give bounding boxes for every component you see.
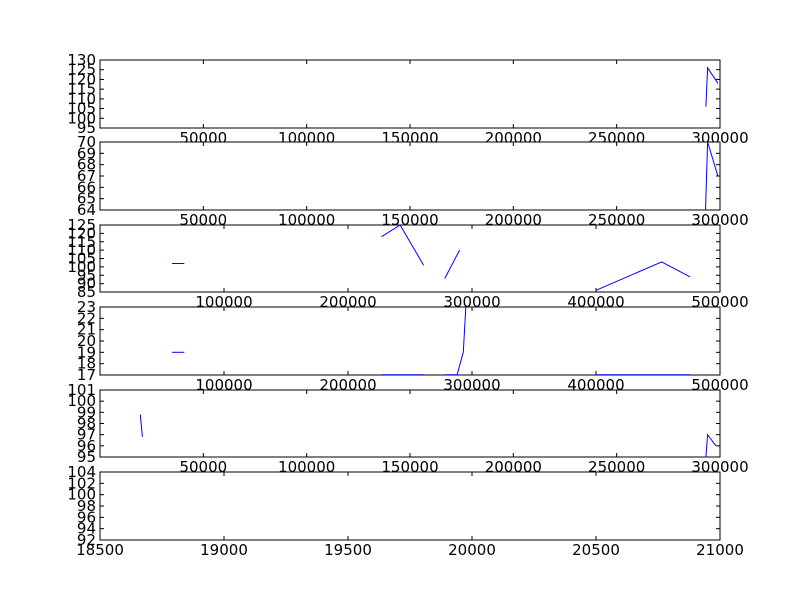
series-line <box>705 142 719 210</box>
y-tick-label: 100 <box>67 392 96 410</box>
x-tick-label: 20500 <box>572 541 620 559</box>
y-tick-label: 64 <box>77 201 96 219</box>
y-tick-label: 97 <box>77 426 96 444</box>
subplot-1: 50000 100000 150000 200000 250000 30000095100… <box>67 51 748 147</box>
series-group <box>139 414 717 457</box>
y-tick-label: 101 <box>67 381 96 399</box>
y-tick-label: 65 <box>77 190 96 208</box>
y-tick-label: 95 <box>77 448 96 466</box>
y-tick-label: 67 <box>77 167 96 185</box>
y-tick-label: 100 <box>67 109 96 127</box>
series-group <box>705 142 719 210</box>
y-tick-label: 20 <box>77 332 96 350</box>
plot-frame <box>99 141 721 211</box>
y-tick-label: 96 <box>77 437 96 455</box>
y-tick-label: 102 <box>67 474 96 492</box>
y-tick-label: 100 <box>67 258 96 276</box>
y-tick-label: 125 <box>67 216 96 234</box>
y-tick-label: 105 <box>67 250 96 268</box>
y-tick-label: 17 <box>77 366 96 384</box>
series-line <box>381 225 425 266</box>
y-tick-label: 99 <box>77 403 96 421</box>
y-tick-label: 115 <box>67 233 96 251</box>
y-tick-label: 95 <box>77 119 96 137</box>
subplot-4: 100000 200000 300000 400000 5000001718192021… <box>77 298 749 394</box>
y-tick-label: 19 <box>77 343 96 361</box>
series-line <box>444 249 461 279</box>
y-tick-label: 70 <box>77 133 96 151</box>
series-group <box>705 66 719 107</box>
y-tick-label: 92 <box>77 531 96 549</box>
series-line <box>444 307 467 375</box>
y-tick-label: 104 <box>67 463 96 481</box>
y-tick-label: 130 <box>67 51 96 69</box>
series-line <box>595 261 691 291</box>
y-tick-label: 21 <box>77 321 96 339</box>
x-tick-label: 21000 <box>696 541 744 559</box>
x-tick-label: 18500 <box>76 541 124 559</box>
y-tick-label: 115 <box>67 80 96 98</box>
y-tick-label: 22 <box>77 309 96 327</box>
plot-frame <box>99 224 721 293</box>
plot-frame <box>99 389 721 458</box>
y-tick-label: 94 <box>77 520 96 538</box>
y-tick-label: 18 <box>77 355 96 373</box>
y-tick-label: 23 <box>77 298 96 316</box>
y-tick-label: 68 <box>77 156 96 174</box>
y-tick-label: 85 <box>77 283 96 301</box>
subplot-2: 50000 100000 150000 200000 250000 30000064656… <box>77 133 749 229</box>
y-tick-label: 105 <box>67 100 96 118</box>
plot-frame <box>99 471 721 541</box>
subplot-6: 18500 19000 19500 20000 20500 210009294969810… <box>67 463 744 559</box>
y-tick-label: 90 <box>77 275 96 293</box>
subplot-5: 50000 100000 150000 200000 250000 30000095969… <box>67 381 748 476</box>
plot-frame <box>99 59 721 129</box>
x-tick-label: 19000 <box>200 541 248 559</box>
y-tick-label: 98 <box>77 497 96 515</box>
y-tick-label: 96 <box>77 508 96 526</box>
x-tick-label: 20000 <box>448 541 496 559</box>
subplot-3: 100000 200000 300000 400000 5000008590951001… <box>67 216 748 311</box>
y-tick-label: 110 <box>67 241 96 259</box>
y-tick-label: 69 <box>77 144 96 162</box>
y-tick-label: 95 <box>77 266 96 284</box>
y-tick-label: 125 <box>67 61 96 79</box>
series-line <box>705 66 719 107</box>
y-tick-label: 100 <box>67 486 96 504</box>
y-tick-label: 110 <box>67 90 96 108</box>
series-group <box>171 225 691 291</box>
x-tick-label: 19500 <box>324 541 372 559</box>
plot-frame <box>99 306 721 376</box>
series-line <box>139 414 143 437</box>
y-tick-label: 120 <box>67 224 96 242</box>
series-line <box>705 433 717 457</box>
y-tick-label: 98 <box>77 415 96 433</box>
series-group <box>171 307 691 375</box>
y-tick-label: 120 <box>67 70 96 88</box>
y-tick-label: 66 <box>77 178 96 196</box>
